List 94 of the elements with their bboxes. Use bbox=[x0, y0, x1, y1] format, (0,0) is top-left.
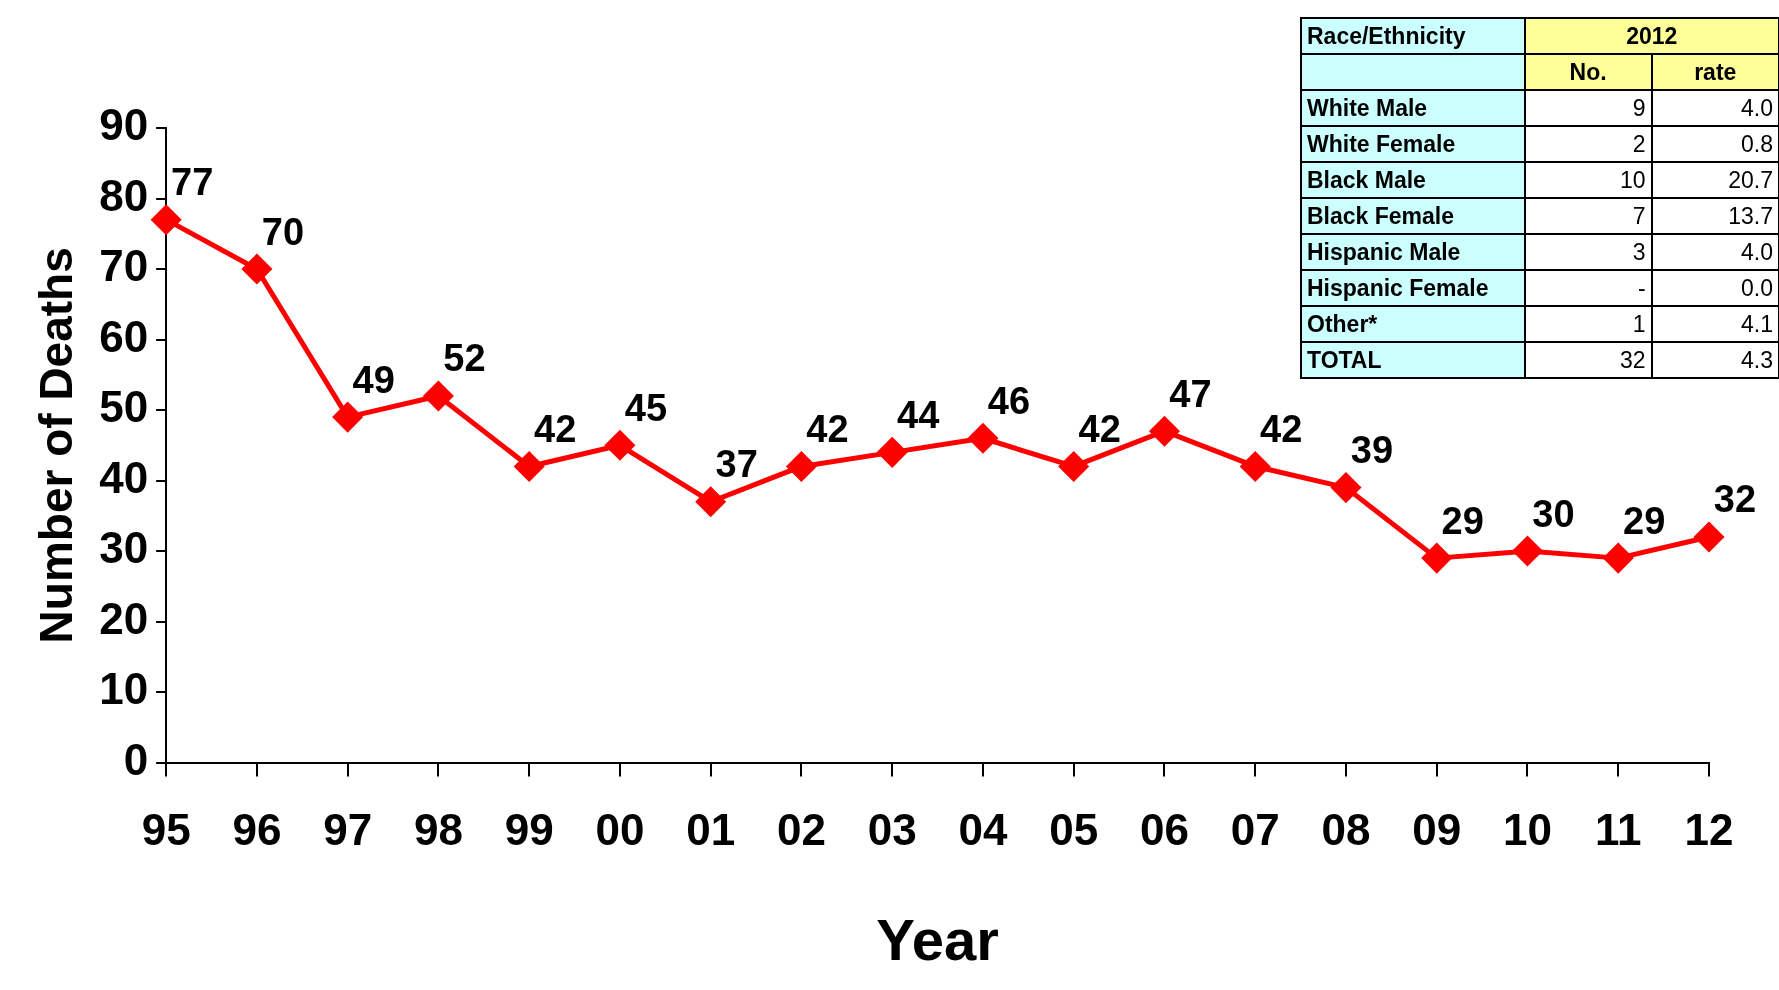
point bbox=[1240, 451, 1270, 481]
data-label: 47 bbox=[1169, 372, 1212, 415]
annotation: Black Female bbox=[1301, 198, 1525, 234]
y-tick-label: 10 bbox=[99, 664, 149, 714]
data-label: 30 bbox=[1532, 492, 1575, 535]
text: 2012 bbox=[1524, 18, 1779, 54]
point bbox=[1512, 536, 1542, 566]
text: 0.8 bbox=[1651, 126, 1779, 162]
x-tick-label: 04 bbox=[958, 805, 1008, 855]
x-tick-label: 08 bbox=[1321, 805, 1371, 855]
data-label: 29 bbox=[1441, 499, 1484, 542]
x-tick-label: 12 bbox=[1684, 805, 1734, 855]
x-tick-label: 06 bbox=[1139, 805, 1189, 855]
point bbox=[1331, 473, 1361, 503]
annotation: 1 bbox=[1524, 306, 1652, 342]
data-label: 52 bbox=[443, 337, 486, 380]
x-tick-label: 95 bbox=[141, 805, 191, 855]
point bbox=[514, 451, 544, 481]
text: 13.7 bbox=[1651, 198, 1779, 234]
data-label: 37 bbox=[715, 443, 758, 486]
data-label: 42 bbox=[1260, 407, 1303, 450]
point bbox=[1603, 543, 1633, 573]
annotation: Hispanic Male bbox=[1301, 234, 1525, 270]
x-tick-label: 07 bbox=[1230, 805, 1280, 855]
data-label: 49 bbox=[352, 358, 395, 401]
point bbox=[605, 430, 635, 460]
point bbox=[1059, 451, 1089, 481]
point bbox=[968, 423, 998, 453]
annotation: Hispanic Female bbox=[1301, 270, 1525, 306]
annotation: 2 bbox=[1524, 126, 1652, 162]
text: rate bbox=[1651, 54, 1779, 90]
point bbox=[333, 402, 363, 432]
data-label: 46 bbox=[987, 379, 1031, 422]
y-tick-label: 50 bbox=[99, 382, 149, 432]
point bbox=[786, 451, 816, 481]
x-tick-label: 01 bbox=[686, 805, 736, 855]
data-label: 44 bbox=[897, 393, 940, 436]
point bbox=[151, 205, 181, 235]
point bbox=[696, 487, 726, 517]
text: 4.0 bbox=[1651, 234, 1779, 270]
x-axis-title: Year bbox=[876, 907, 999, 973]
y-tick-label: 0 bbox=[123, 734, 149, 784]
data-label: 42 bbox=[534, 407, 577, 450]
y-tick-label: 40 bbox=[99, 452, 149, 502]
x-tick-label: 98 bbox=[413, 805, 463, 855]
y-tick-label: 30 bbox=[99, 523, 149, 573]
x-tick-label: 00 bbox=[595, 805, 645, 855]
point bbox=[877, 437, 907, 467]
text: 0.0 bbox=[1651, 270, 1779, 306]
y-axis-title: Number of Deaths bbox=[30, 247, 83, 644]
x-tick-label: 97 bbox=[323, 805, 373, 855]
text: White Male bbox=[1301, 90, 1525, 126]
text: 4.0 bbox=[1651, 90, 1779, 126]
data-label: 70 bbox=[261, 210, 305, 253]
y-tick-label: 90 bbox=[99, 100, 149, 150]
annotation: 7 bbox=[1524, 198, 1652, 234]
point bbox=[1422, 543, 1452, 573]
annotation: Other* bbox=[1301, 306, 1525, 342]
text: 4.1 bbox=[1651, 306, 1779, 342]
x-tick-label: 05 bbox=[1049, 805, 1099, 855]
x-tick-label: 02 bbox=[776, 805, 826, 855]
y-tick-label: 80 bbox=[99, 170, 149, 220]
point bbox=[242, 254, 272, 284]
x-tick-label: 11 bbox=[1594, 805, 1642, 855]
y-tick-label: 60 bbox=[99, 311, 149, 361]
data-label: 42 bbox=[1078, 407, 1121, 450]
annotation: 3 bbox=[1524, 234, 1652, 270]
annotation: White Female bbox=[1301, 126, 1525, 162]
text: 9 bbox=[1524, 90, 1652, 126]
data-label: 39 bbox=[1350, 429, 1394, 472]
data-label: 29 bbox=[1623, 499, 1666, 542]
data-label: 45 bbox=[624, 386, 668, 429]
x-tick-label: 09 bbox=[1412, 805, 1462, 855]
annotation: 32 bbox=[1524, 342, 1652, 378]
y-tick-label: 70 bbox=[99, 241, 149, 291]
annotation: - bbox=[1524, 270, 1652, 306]
x-tick-label: 10 bbox=[1503, 805, 1552, 855]
x-tick-label: 96 bbox=[232, 805, 282, 855]
x-tick-label: 99 bbox=[504, 805, 554, 855]
text: 4.3 bbox=[1651, 342, 1779, 378]
point bbox=[1694, 522, 1724, 552]
x-tick-label: 03 bbox=[867, 805, 917, 855]
annotation: 10 bbox=[1524, 162, 1652, 198]
text: No. bbox=[1524, 54, 1652, 90]
data-label: 42 bbox=[806, 407, 849, 450]
point bbox=[423, 381, 453, 411]
annotation: TOTAL bbox=[1301, 342, 1525, 378]
point bbox=[1149, 416, 1179, 446]
y-tick-label: 20 bbox=[99, 593, 149, 643]
data-label: 32 bbox=[1713, 478, 1757, 521]
annotation: Black Male bbox=[1301, 162, 1525, 198]
data-label: 77 bbox=[171, 161, 214, 204]
text: Race/Ethnicity bbox=[1301, 18, 1525, 54]
text: 20.7 bbox=[1651, 162, 1779, 198]
